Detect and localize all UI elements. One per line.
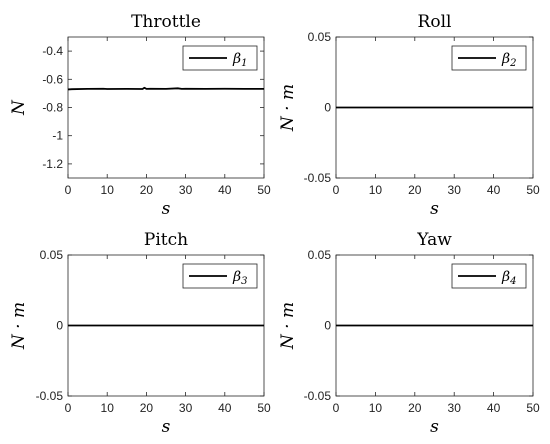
y-tick-label: -0.05	[304, 171, 332, 185]
legend-subscript: 3	[241, 276, 247, 287]
series-line-1	[67, 86, 264, 91]
x-tick-label: 30	[179, 401, 193, 415]
y-axis-label: N · m	[9, 302, 29, 350]
y-tick-label: -0.4	[42, 44, 63, 58]
y-tick-label: -0.05	[304, 389, 332, 403]
x-tick-label: 10	[369, 401, 383, 415]
x-tick-label: 20	[408, 183, 422, 197]
y-axis-label: N · m	[278, 302, 298, 350]
y-tick-label: 0	[324, 319, 331, 333]
y-tick-label: -0.8	[42, 101, 63, 115]
x-tick-label: 0	[65, 183, 72, 197]
x-axis-label: s	[430, 417, 439, 437]
y-tick-label: -0.6	[42, 72, 63, 86]
legend-subscript: 2	[509, 58, 516, 69]
legend: β2	[451, 45, 527, 71]
x-tick-label: 40	[218, 401, 232, 415]
legend: β3	[182, 263, 258, 289]
chart-title: Yaw	[416, 230, 452, 250]
x-axis-label: s	[162, 417, 171, 437]
chart-panel-1: 0 10 20 30 40 50 -0.4 -0.6 -0.8 -1 -1.2 Throttle s Nβ…	[9, 12, 271, 219]
x-tick-label: 30	[448, 401, 462, 415]
x-tick-label: 0	[65, 401, 72, 415]
y-tick-label: -1.2	[42, 157, 63, 171]
x-tick-label: 20	[408, 401, 422, 415]
x-tick-label: 10	[101, 401, 115, 415]
chart-title: Throttle	[131, 12, 201, 32]
legend: β4	[451, 263, 527, 289]
x-tick-label: 30	[179, 183, 193, 197]
legend-subscript: 1	[241, 58, 247, 69]
chart-title: Roll	[418, 12, 452, 32]
x-tick-label: 10	[101, 183, 115, 197]
x-tick-label: 50	[257, 401, 271, 415]
x-axis-label: s	[430, 199, 439, 219]
x-tick-label: 40	[487, 183, 501, 197]
x-tick-label: 50	[257, 183, 271, 197]
legend: β1	[182, 45, 258, 71]
x-tick-label: 20	[140, 183, 154, 197]
y-tick-label: 0	[56, 319, 63, 333]
x-tick-label: 50	[526, 401, 540, 415]
x-tick-label: 10	[369, 183, 383, 197]
x-axis-label: s	[162, 199, 171, 219]
x-tick-label: 30	[448, 183, 462, 197]
x-tick-label: 0	[333, 183, 340, 197]
y-axis-label: N · m	[278, 84, 298, 132]
y-tick-label: -0.05	[36, 389, 64, 403]
y-tick-label: -1	[52, 129, 63, 143]
y-tick-label: 0	[324, 101, 331, 115]
y-tick-label: 0.05	[308, 30, 332, 44]
y-axis-label: N	[9, 99, 29, 116]
x-tick-label: 20	[140, 401, 154, 415]
x-tick-label: 50	[526, 183, 540, 197]
legend-subscript: 4	[509, 276, 516, 287]
y-tick-label: 0.05	[40, 248, 64, 262]
x-tick-label: 40	[218, 183, 232, 197]
x-tick-label: 0	[333, 401, 340, 415]
chart-title: Pitch	[144, 230, 188, 250]
y-tick-label: 0.05	[308, 248, 332, 262]
x-tick-label: 40	[487, 401, 501, 415]
